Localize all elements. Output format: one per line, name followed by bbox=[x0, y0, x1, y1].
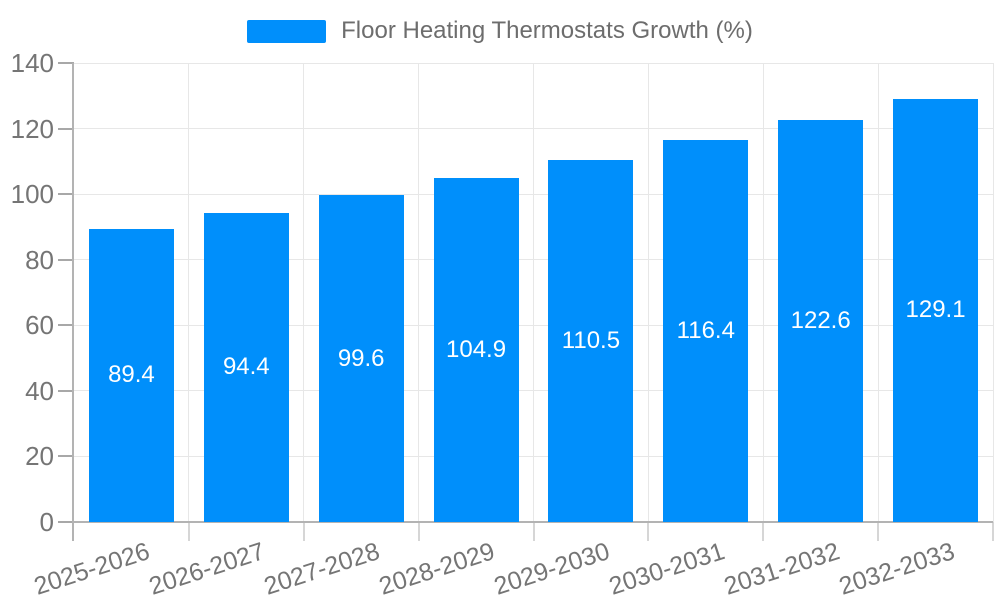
x-gridline bbox=[303, 63, 305, 522]
y-tick-label: 0 bbox=[39, 507, 54, 537]
y-axis bbox=[72, 63, 74, 541]
y-tick-label: 20 bbox=[25, 441, 54, 472]
x-tick-label: 2025-2026 bbox=[31, 537, 154, 600]
y-tick-label: 40 bbox=[25, 375, 54, 406]
bar-value-label: 89.4 bbox=[108, 361, 155, 389]
bar[interactable]: 110.5 bbox=[548, 159, 634, 522]
bar-value-label: 94.4 bbox=[222, 353, 270, 381]
x-gridline bbox=[877, 63, 879, 522]
x-tick bbox=[187, 522, 190, 541]
legend-swatch-icon bbox=[247, 19, 327, 43]
x-tick bbox=[647, 522, 650, 541]
x-tick-label: 2032-2033 bbox=[835, 537, 958, 600]
x-tick-label: 2029-2030 bbox=[490, 537, 613, 600]
x-gridline bbox=[992, 63, 994, 522]
bar[interactable]: 104.9 bbox=[433, 178, 519, 522]
x-tick-label: 2026-2027 bbox=[145, 537, 269, 600]
x-tick-label: 2031-2032 bbox=[720, 537, 843, 600]
y-tick bbox=[58, 127, 74, 130]
y-tick-label: 80 bbox=[25, 244, 54, 275]
bar[interactable]: 129.1 bbox=[893, 98, 979, 522]
x-gridline bbox=[762, 63, 764, 522]
x-axis bbox=[72, 521, 993, 523]
bar-value-label: 116.4 bbox=[676, 317, 735, 345]
y-tick bbox=[58, 62, 74, 64]
x-gridline bbox=[647, 63, 649, 522]
y-tick bbox=[58, 193, 74, 196]
bar[interactable]: 89.4 bbox=[88, 228, 174, 522]
bar[interactable]: 94.4 bbox=[203, 212, 289, 522]
bar-value-label: 104.9 bbox=[446, 336, 507, 364]
bar[interactable]: 116.4 bbox=[663, 140, 749, 522]
bar-value-label: 99.6 bbox=[337, 344, 385, 372]
x-tick bbox=[992, 522, 994, 541]
y-tick bbox=[58, 521, 74, 523]
bar[interactable]: 99.6 bbox=[318, 195, 404, 522]
x-tick bbox=[532, 522, 535, 541]
y-tick-label: 60 bbox=[25, 310, 54, 341]
x-tick bbox=[302, 522, 305, 541]
y-tick bbox=[58, 258, 74, 261]
x-tick bbox=[877, 522, 880, 541]
x-gridline bbox=[188, 63, 190, 522]
y-tick-label: 100 bbox=[10, 179, 54, 210]
x-tick bbox=[762, 522, 765, 541]
bar-value-label: 110.5 bbox=[561, 326, 621, 354]
x-tick-label: 2030-2031 bbox=[605, 537, 728, 600]
x-gridline bbox=[418, 63, 420, 522]
bar[interactable]: 122.6 bbox=[778, 120, 864, 522]
legend-series-label: Floor Heating Thermostats Growth (%) bbox=[341, 17, 753, 44]
y-tick bbox=[58, 324, 74, 327]
y-tick bbox=[58, 389, 74, 392]
y-tick bbox=[58, 455, 74, 458]
bar-value-label: 129.1 bbox=[905, 296, 966, 324]
x-gridline bbox=[533, 63, 534, 522]
y-tick-label: 120 bbox=[10, 113, 54, 144]
y-tick-label: 140 bbox=[10, 48, 54, 78]
chart-legend[interactable]: Floor Heating Thermostats Growth (%) bbox=[0, 17, 1000, 45]
x-tick bbox=[417, 522, 420, 541]
x-tick-label: 2028-2029 bbox=[375, 537, 499, 600]
bar-value-label: 122.6 bbox=[790, 307, 851, 335]
x-tick-label: 2027-2028 bbox=[260, 537, 384, 600]
